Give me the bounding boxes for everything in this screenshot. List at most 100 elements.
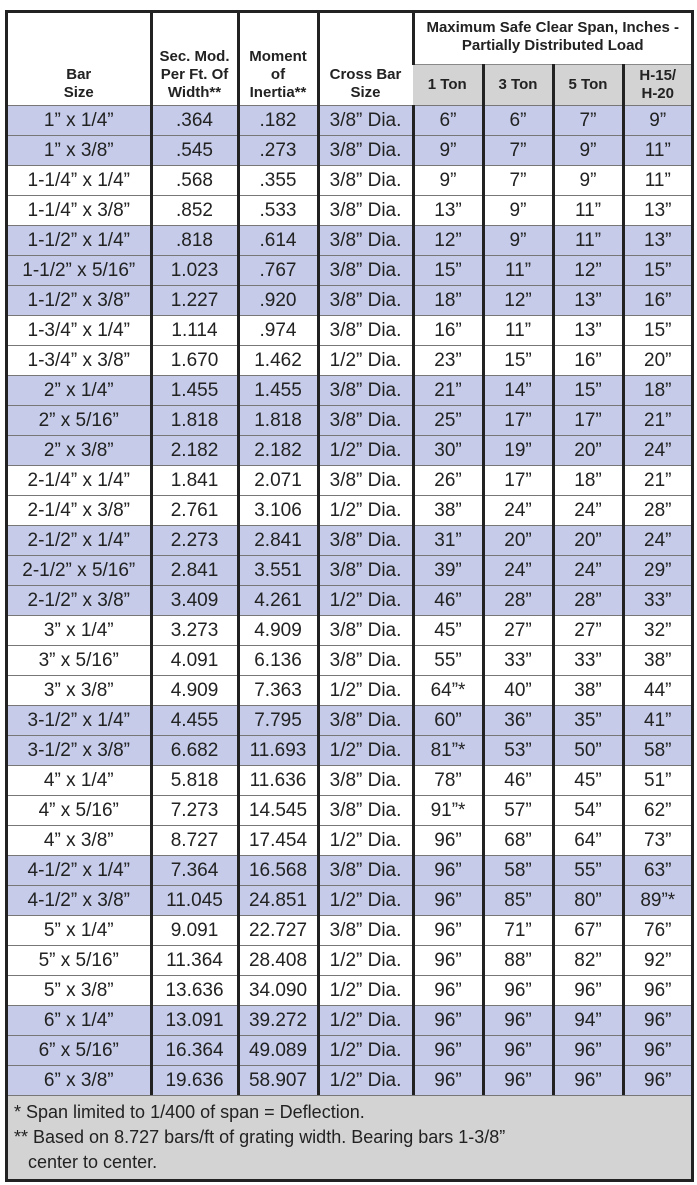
span-5-ton-cell: 35” (551, 705, 623, 736)
cross-bar-size-cell: 3/8” Dia. (316, 465, 413, 496)
sec-mod-cell: .852 (149, 195, 238, 226)
span-5-ton-cell: 15” (551, 375, 623, 406)
span-h15-h20-cell: 96” (621, 975, 691, 1006)
span-1-ton-cell: 96” (411, 975, 483, 1006)
span-3-ton-cell: 96” (481, 1065, 553, 1095)
span-3-ton-cell: 68” (481, 825, 553, 856)
bar-size-cell: 1-3/4” x 1/4” (8, 315, 151, 346)
span-5-ton-cell: 96” (551, 1035, 623, 1066)
bar-size-cell: 3-1/2” x 3/8” (8, 735, 151, 766)
cross-bar-size-cell: 1/2” Dia. (316, 1035, 413, 1066)
sec-mod-cell: 1.227 (149, 285, 238, 316)
table-row: 1-1/2” x 5/16” 1.023.767 3/8” Dia. 15” 11” 12… (8, 255, 691, 286)
bar-size-cell: 5” x 5/16” (8, 945, 151, 976)
bar-size-cell: 4” x 1/4” (8, 765, 151, 796)
table-row: 6” x 1/4” 13.091 39.272 1/2” Dia. 96” 96” 94” 9… (8, 1005, 691, 1036)
footnotes: * Span limited to 1/400 of span = Deflec… (8, 1095, 691, 1179)
sec-mod-cell: 1.841 (149, 465, 238, 496)
span-1-ton-cell: 9” (411, 165, 483, 196)
moment-of-inertia-cell: .533 (236, 195, 318, 226)
span-h15-h20-cell: 92” (621, 945, 691, 976)
bar-size-cell: 2-1/2” x 1/4” (8, 525, 151, 556)
sec-mod-cell: 2.273 (149, 525, 238, 556)
span-1-ton-cell: 96” (411, 1065, 483, 1095)
sec-mod-cell: 4.091 (149, 645, 238, 676)
cross-bar-size-cell: 1/2” Dia. (316, 1005, 413, 1036)
span-h15-h20-cell: 28” (621, 495, 691, 526)
span-5-ton-cell: 94” (551, 1005, 623, 1036)
span-h15-h20-cell: 63” (621, 855, 691, 886)
bar-size-cell: 5” x 3/8” (8, 975, 151, 1006)
span-1-ton-cell: 23” (411, 345, 483, 376)
span-3-ton-cell: 9” (481, 225, 553, 256)
sec-mod-cell: 2.182 (149, 435, 238, 466)
span-3-ton-cell: 33” (481, 645, 553, 676)
bar-size-cell: 1-1/2” x 5/16” (8, 255, 151, 286)
span-3-ton-cell: 15” (481, 345, 553, 376)
table-row: 2-1/4” x 3/8” 2.761 3.106 1/2” Dia. 38” 24” 24… (8, 495, 691, 526)
span-3-ton-cell: 17” (481, 405, 553, 436)
table-row: 2-1/2” x 5/16” 2.841 3.551 3/8” Dia. 39” 24” 2… (8, 555, 691, 586)
sec-mod-cell: 9.091 (149, 915, 238, 946)
moment-of-inertia-cell: 7.795 (236, 705, 318, 736)
span-1-ton-cell: 96” (411, 825, 483, 856)
cross-bar-size-cell: 3/8” Dia. (316, 795, 413, 826)
span-1-ton-cell: 6” (411, 105, 483, 136)
table-row: 3” x 3/8” 4.909 7.363 1/2” Dia. 64”* 40” 38” 44… (8, 675, 691, 706)
span-5-ton-cell: 9” (551, 165, 623, 196)
footnote-2-cont: center to center. (28, 1152, 158, 1172)
header-load-1-ton: 1 Ton (413, 64, 483, 106)
span-1-ton-cell: 45” (411, 615, 483, 646)
span-5-ton-cell: 28” (551, 585, 623, 616)
bar-size-cell: 2-1/4” x 1/4” (8, 465, 151, 496)
span-5-ton-cell: 82” (551, 945, 623, 976)
moment-of-inertia-cell: 4.909 (236, 615, 318, 646)
cross-bar-size-cell: 3/8” Dia. (316, 855, 413, 886)
cross-bar-size-cell: 1/2” Dia. (316, 1065, 413, 1095)
sec-mod-cell: 2.761 (149, 495, 238, 526)
span-h15-h20-cell: 21” (621, 465, 691, 496)
span-1-ton-cell: 60” (411, 705, 483, 736)
span-1-ton-cell: 38” (411, 495, 483, 526)
moment-of-inertia-cell: .767 (236, 255, 318, 286)
cross-bar-size-cell: 3/8” Dia. (316, 555, 413, 586)
sec-mod-cell: 1.455 (149, 375, 238, 406)
cross-bar-size-cell: 3/8” Dia. (316, 255, 413, 286)
table-row: 2-1/4” x 1/4” 1.841 2.071 3/8” Dia. 26” 17” 18… (8, 465, 691, 496)
span-h15-h20-cell: 13” (621, 225, 691, 256)
cross-bar-size-cell: 3/8” Dia. (316, 375, 413, 406)
moment-of-inertia-cell: .355 (236, 165, 318, 196)
header-cross-bar: Cross Bar Size (316, 13, 413, 106)
sec-mod-cell: 6.682 (149, 735, 238, 766)
span-h15-h20-cell: 18” (621, 375, 691, 406)
bar-size-cell: 2” x 3/8” (8, 435, 151, 466)
span-5-ton-cell: 50” (551, 735, 623, 766)
bar-size-cell: 4” x 5/16” (8, 795, 151, 826)
span-5-ton-cell: 64” (551, 825, 623, 856)
span-1-ton-cell: 96” (411, 915, 483, 946)
span-h15-h20-cell: 58” (621, 735, 691, 766)
table-row: 4” x 1/4” 5.818 11.636 3/8” Dia. 78” 46” 45” 51… (8, 765, 691, 796)
footnote-1: * Span limited to 1/400 of span = Deflec… (14, 1102, 365, 1122)
moment-of-inertia-cell: 58.907 (236, 1065, 318, 1095)
moment-of-inertia-cell: 28.408 (236, 945, 318, 976)
span-1-ton-cell: 18” (411, 285, 483, 316)
sec-mod-cell: .364 (149, 105, 238, 136)
moment-of-inertia-cell: 39.272 (236, 1005, 318, 1036)
table-row: 3-1/2” x 1/4” 4.455 7.795 3/8” Dia. 60” 36” 35… (8, 705, 691, 736)
moment-of-inertia-cell: 4.261 (236, 585, 318, 616)
span-5-ton-cell: 11” (551, 195, 623, 226)
span-table-panel: Bar Size Sec. Mod. Per Ft. Of Width** Mo… (5, 10, 694, 1182)
header-load-3-ton: 3 Ton (481, 64, 553, 106)
bar-size-cell: 6” x 5/16” (8, 1035, 151, 1066)
sec-mod-cell: 4.455 (149, 705, 238, 736)
sec-mod-cell: 3.273 (149, 615, 238, 646)
table-row: 5” x 5/16” 11.364 28.408 1/2” Dia. 96” 88” 82”… (8, 945, 691, 976)
span-h15-h20-cell: 96” (621, 1035, 691, 1066)
span-5-ton-cell: 24” (551, 555, 623, 586)
table-row: 1” x 3/8” .545.273 3/8” Dia. 9” 7” 9” 11” (8, 135, 691, 166)
span-3-ton-cell: 36” (481, 705, 553, 736)
span-5-ton-cell: 13” (551, 285, 623, 316)
cross-bar-size-cell: 1/2” Dia. (316, 435, 413, 466)
moment-of-inertia-cell: .920 (236, 285, 318, 316)
